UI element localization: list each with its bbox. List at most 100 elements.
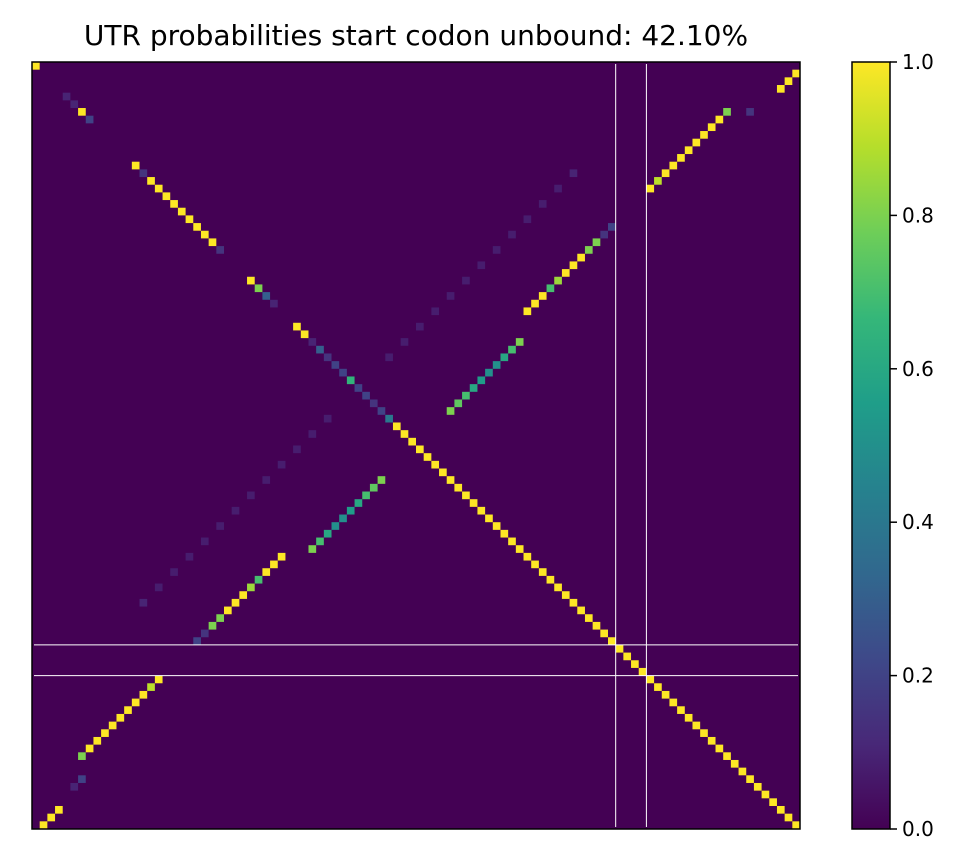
heatmap-cell [684, 146, 693, 155]
heatmap-cell [715, 744, 724, 753]
heatmap-cell [39, 821, 48, 829]
heatmap-cell [369, 483, 378, 492]
heatmap-cell [408, 437, 416, 446]
heatmap-cell [776, 85, 785, 93]
heatmap-cell [270, 299, 278, 308]
heatmap-cell [239, 591, 248, 599]
heatmap-cell [392, 422, 401, 431]
colorbar-ticks: 0.0 0.2 0.4 0.6 0.8 1.0 [890, 50, 934, 841]
heatmap-cell [761, 790, 770, 799]
chart-title: UTR probabilities start codon unbound: 4… [84, 19, 748, 52]
heatmap-cell [55, 805, 63, 814]
heatmap-cell [316, 537, 324, 546]
heatmap-cell [208, 238, 217, 247]
heatmap-cell [577, 253, 585, 262]
heatmap-cell [193, 637, 201, 645]
heatmap-cell [569, 261, 578, 270]
heatmap-cell [224, 606, 232, 615]
heatmap-cell [216, 614, 224, 622]
heatmap-cell [231, 598, 240, 607]
heatmap-cell [377, 476, 386, 484]
heatmap-cell [85, 744, 94, 753]
heatmap-cell [308, 545, 317, 553]
heatmap-cell [200, 537, 209, 546]
heatmap-cell [538, 568, 547, 576]
heatmap-cell [139, 690, 148, 699]
heatmap-cell [608, 223, 616, 231]
heatmap-cell [177, 207, 186, 216]
heatmap-cell [462, 491, 470, 500]
heatmap-cell [592, 238, 601, 247]
heatmap-cell [784, 813, 793, 822]
heatmap-cell [538, 200, 547, 208]
heatmap-cell [638, 667, 647, 676]
heatmap-cell [554, 583, 562, 592]
heatmap-cell [485, 514, 493, 523]
heatmap-cell [700, 729, 708, 737]
heatmap-cell [485, 368, 493, 377]
heatmap-cell [277, 460, 286, 469]
colorbar-tick-label: 0.4 [902, 510, 934, 534]
heatmap-cell [454, 483, 463, 492]
heatmap-cell [108, 721, 117, 730]
heatmap-cell [270, 560, 278, 569]
heatmap-cell [216, 246, 224, 254]
heatmap-cell [646, 675, 655, 684]
heatmap-cell [70, 100, 79, 109]
heatmap-cell [577, 606, 585, 615]
heatmap-cell [508, 230, 516, 239]
heatmap-cell [416, 322, 424, 331]
heatmap-cell [707, 123, 716, 132]
heatmap-cell [738, 767, 747, 776]
heatmap-cell [423, 453, 432, 461]
heatmap-cell [154, 184, 163, 193]
heatmap-cell [454, 399, 463, 408]
heatmap-cell [462, 391, 470, 400]
heatmap-cell [101, 729, 109, 737]
heatmap-cell [661, 169, 670, 178]
heatmap-cell [293, 322, 301, 331]
heatmap-cell [753, 782, 762, 791]
heatmap-cell [147, 683, 155, 691]
heatmap-cell [792, 821, 800, 829]
heatmap-cell [669, 161, 678, 170]
heatmap-cell [193, 223, 201, 231]
heatmap-cell [377, 407, 386, 415]
heatmap-cell [308, 430, 317, 438]
heatmap-cell [500, 353, 509, 362]
heatmap-cell [669, 698, 678, 707]
heatmap-cell [692, 721, 701, 730]
heatmap-cell [78, 108, 86, 116]
heatmap-cell [631, 660, 639, 668]
heatmap-cell [554, 276, 562, 285]
heatmap-cell [661, 690, 670, 699]
heatmap-cell [569, 598, 578, 607]
heatmap-cell [715, 115, 724, 124]
heatmap-cell [654, 683, 662, 691]
heatmap-cell [446, 292, 455, 300]
heatmap-cell [208, 621, 217, 630]
heatmap-cell [131, 161, 140, 170]
heatmap-cell [231, 506, 240, 515]
heatmap-cell [331, 522, 340, 530]
guide-lines [34, 64, 798, 827]
heatmap-cell [185, 552, 194, 561]
heatmap-cell [323, 529, 332, 538]
colorbar-tick-label: 1.0 [902, 50, 934, 74]
heatmap-cell [508, 345, 516, 354]
heatmap-cell [400, 338, 409, 346]
heatmap-cell [515, 338, 524, 346]
heatmap-cell [339, 368, 347, 377]
heatmap-cell [692, 138, 701, 147]
heatmap-cell [561, 591, 570, 599]
heatmap-cell [308, 338, 317, 346]
heatmap-cell [531, 299, 539, 308]
heatmap-cell [654, 177, 662, 185]
heatmap-plot-area [31, 61, 801, 830]
heatmap-cell [124, 706, 132, 714]
heatmap-cell [154, 583, 163, 592]
heatmap-cell [47, 813, 56, 822]
heatmap-cell [323, 353, 332, 362]
heatmap-cell [523, 552, 532, 561]
heatmap-cells [32, 62, 800, 829]
